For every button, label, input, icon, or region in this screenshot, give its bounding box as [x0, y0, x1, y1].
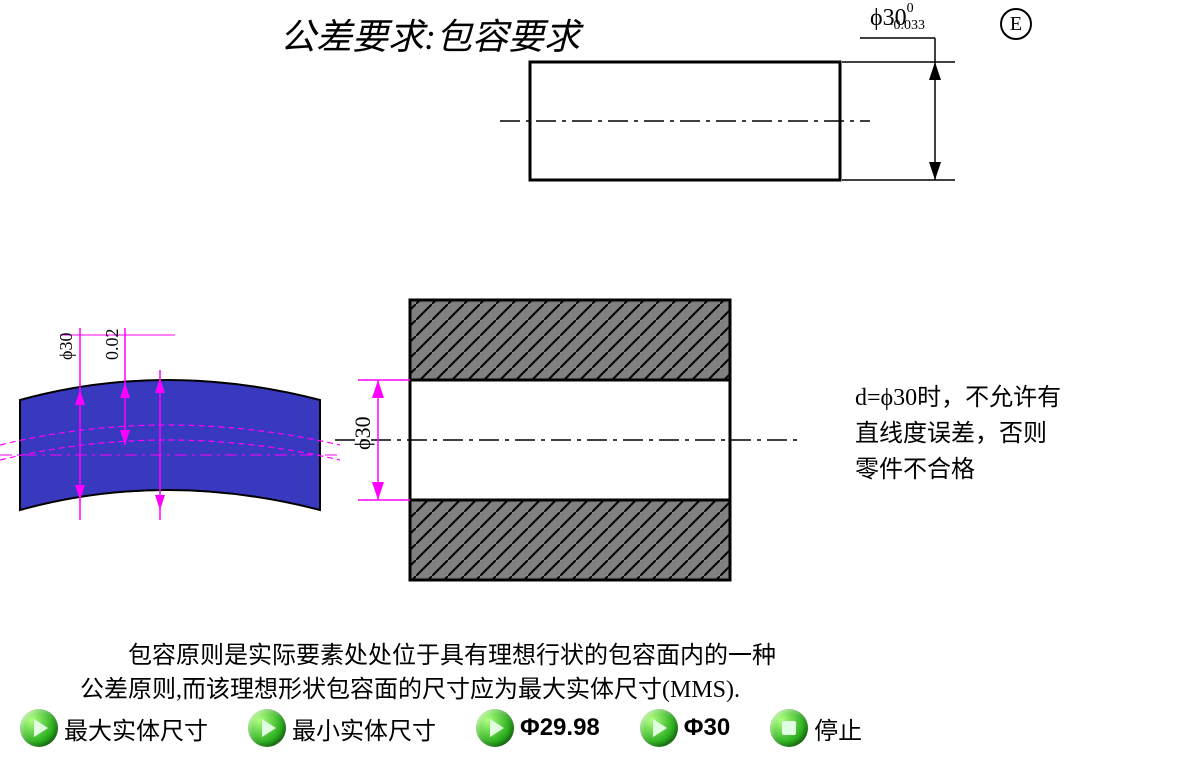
- play-button-2998[interactable]: [476, 709, 514, 747]
- btn-label-30: Φ30: [684, 714, 730, 742]
- play-button-30[interactable]: [640, 709, 678, 747]
- btn-label-2998: Φ29.98: [520, 714, 600, 742]
- bottom-paragraph: 包容原则是实际要素处处位于具有理想行状的包容面内的一种 公差原则,而该理想形状包…: [80, 640, 776, 707]
- btn-label-stop: 停止: [814, 711, 862, 746]
- play-button-max-body[interactable]: [20, 709, 58, 747]
- play-button-min-body[interactable]: [248, 709, 286, 747]
- side-line-1: d=ϕ30时，不允许有: [855, 380, 1061, 416]
- button-row: 最大实体尺寸 最小实体尺寸 Φ29.98 Φ30 停止: [20, 709, 902, 747]
- btn-label-min-body: 最小实体尺寸: [292, 711, 436, 746]
- left-curved-drawing: ϕ30 0.02: [0, 0, 360, 620]
- side-explanation: d=ϕ30时，不允许有 直线度误差，否则 零件不合格: [855, 380, 1061, 488]
- side-line-2: 直线度误差，否则: [855, 416, 1061, 452]
- stop-button[interactable]: [770, 709, 808, 747]
- bottom-line-1: 包容原则是实际要素处处位于具有理想行状的包容面内的一种: [80, 640, 776, 674]
- btn-label-max-body: 最大实体尺寸: [64, 711, 208, 746]
- bottom-line-2: 公差原则,而该理想形状包容面的尺寸应为最大实体尺寸(MMS).: [80, 674, 776, 708]
- left-dim-002: 0.02: [102, 329, 122, 361]
- left-dim-phi30: ϕ30: [56, 333, 76, 360]
- side-line-3: 零件不合格: [855, 452, 1061, 488]
